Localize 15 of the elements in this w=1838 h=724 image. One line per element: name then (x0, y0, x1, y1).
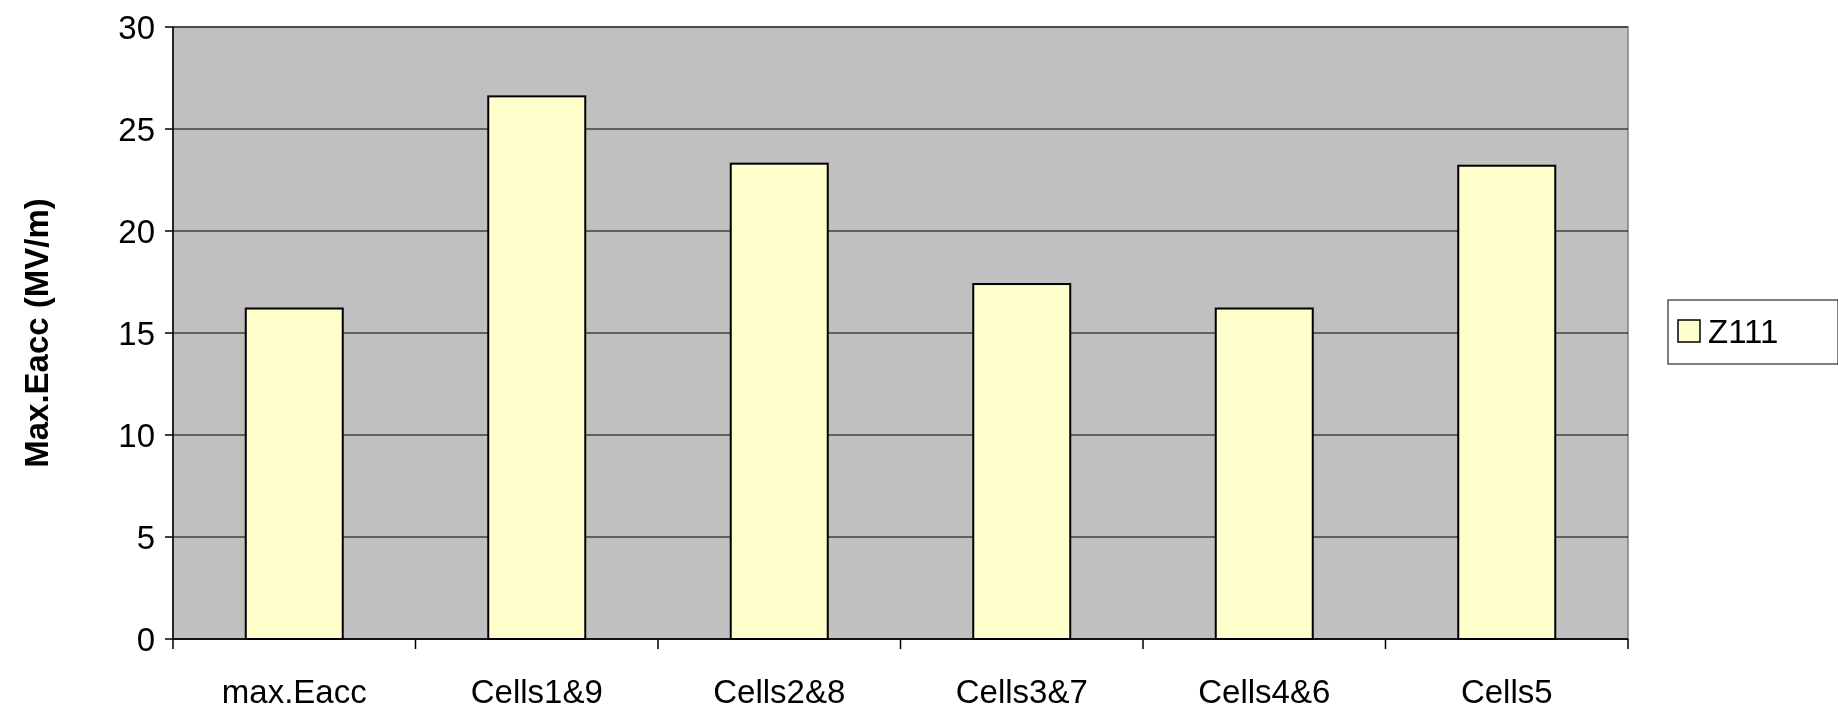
x-tick-label: Cells2&8 (713, 673, 846, 710)
x-tick-label: Cells5 (1460, 673, 1553, 710)
y-tick-label: 25 (118, 110, 155, 148)
legend-label: Z111 (1708, 312, 1779, 350)
x-tick-label: Cells1&9 (470, 673, 603, 710)
y-tick-label: 30 (118, 8, 155, 46)
x-tick-label: max.Eacc (221, 673, 367, 710)
y-tick-label: 5 (136, 518, 155, 556)
x-tick-label: Cells4&6 (1198, 673, 1331, 710)
x-tick-label: Cells3&7 (955, 673, 1088, 710)
y-tick-label: 10 (118, 416, 155, 454)
y-tick-label: 0 (136, 620, 155, 658)
y-tick-label: 20 (118, 212, 155, 250)
y-axis-title: Max.Eacc (MV/m) (18, 198, 55, 468)
y-tick-label: 15 (118, 314, 155, 352)
